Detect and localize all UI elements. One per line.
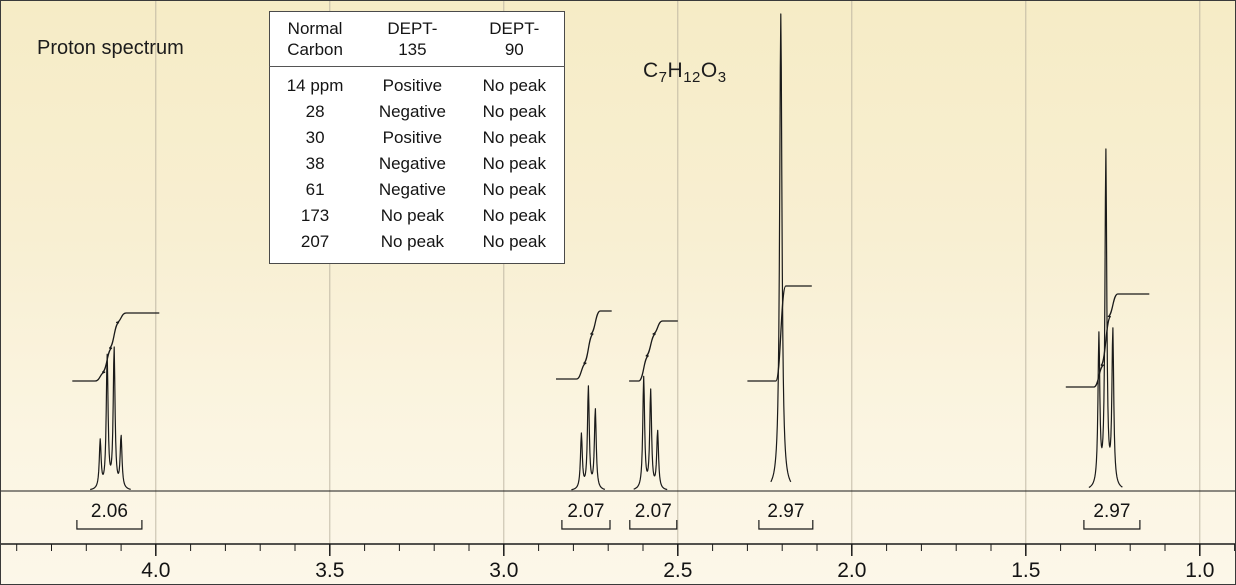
table-column-header: Normal Carbon	[269, 11, 361, 67]
table-row: 61 Negative No peak	[270, 177, 565, 203]
integration-value: 2.97	[767, 501, 804, 522]
axis-tick-label: 2.5	[663, 559, 692, 582]
table-row: 38 Negative No peak	[270, 151, 565, 177]
table-column-header: DEPT- 90	[464, 11, 565, 67]
integration-value: 2.06	[91, 501, 128, 522]
axis-tick-label: 1.0	[1185, 559, 1214, 582]
table-row: 28 Negative No peak	[270, 99, 565, 125]
table-cell: Positive	[382, 127, 443, 147]
formula-subscript: 12	[683, 69, 701, 87]
integration-bracket	[561, 520, 611, 530]
axis-tick-label: 3.5	[315, 559, 344, 582]
table-row: 207 No peak No peak	[270, 229, 565, 264]
table-cell: No peak	[482, 179, 546, 199]
table-cell: 38	[305, 153, 325, 173]
integral-curve	[556, 310, 612, 380]
integration-value: 2.07	[567, 501, 604, 522]
table-cell: Negative	[378, 153, 446, 173]
axis-tick-label: 3.0	[489, 559, 518, 582]
formula-subscript: 3	[717, 69, 727, 87]
peak-triplet-1.27	[1088, 148, 1123, 489]
table-cell: 207	[300, 231, 330, 251]
integral-curve	[629, 320, 678, 382]
integration-value: 2.07	[635, 501, 672, 522]
integral-curve	[747, 285, 812, 382]
integration-bracket	[76, 520, 143, 530]
molecular-formula: C7H12O3	[643, 59, 727, 86]
axis-tick-label: 2.0	[837, 559, 866, 582]
integration-bracket	[629, 520, 678, 530]
table-cell: No peak	[482, 205, 546, 225]
table-cell: No peak	[380, 231, 445, 251]
peak-triplet-2.76	[571, 385, 606, 491]
table-cell: Negative	[378, 179, 446, 199]
dept-table-header: Normal Carbon DEPT- 135 DEPT- 90	[269, 11, 565, 67]
table-cell: No peak	[482, 75, 546, 95]
table-cell: 61	[305, 179, 325, 199]
table-cell: 14 ppm	[286, 75, 344, 95]
table-row: 173 No peak No peak	[270, 203, 565, 229]
peak-triplet-2.58	[633, 375, 668, 491]
table-cell: No peak	[482, 101, 546, 121]
table-cell: No peak	[482, 127, 546, 147]
axis-tick-label: 1.5	[1011, 559, 1040, 582]
table-cell: Positive	[382, 75, 443, 95]
formula-element: H	[667, 59, 684, 82]
table-cell: 173	[300, 205, 330, 225]
formula-element: O	[700, 59, 718, 82]
table-cell: No peak	[482, 231, 546, 251]
axis-tick-label: 4.0	[141, 559, 170, 582]
page-title: Proton spectrum	[37, 37, 184, 59]
integration-value: 2.97	[1093, 501, 1130, 522]
peak-singlet-2.20	[770, 13, 792, 483]
table-cell: 30	[305, 127, 325, 147]
table-cell: No peak	[380, 205, 445, 225]
table-cell: 28	[305, 101, 325, 121]
table-row: 14 ppm Positive No peak	[270, 66, 565, 99]
table-column-header: DEPT- 135	[360, 11, 465, 67]
peak-quartet-4.13	[90, 346, 131, 491]
integral-curve	[72, 312, 160, 382]
table-row: 30 Positive No peak	[270, 125, 565, 151]
dept-table: Normal Carbon DEPT- 135 DEPT- 90 14 ppm Positi…	[269, 11, 565, 264]
table-cell: Negative	[378, 101, 446, 121]
table-cell: No peak	[482, 153, 546, 173]
formula-subscript: 7	[658, 69, 668, 87]
integration-bracket	[1083, 520, 1141, 530]
integration-bracket	[758, 520, 814, 530]
formula-element: C	[643, 59, 659, 82]
